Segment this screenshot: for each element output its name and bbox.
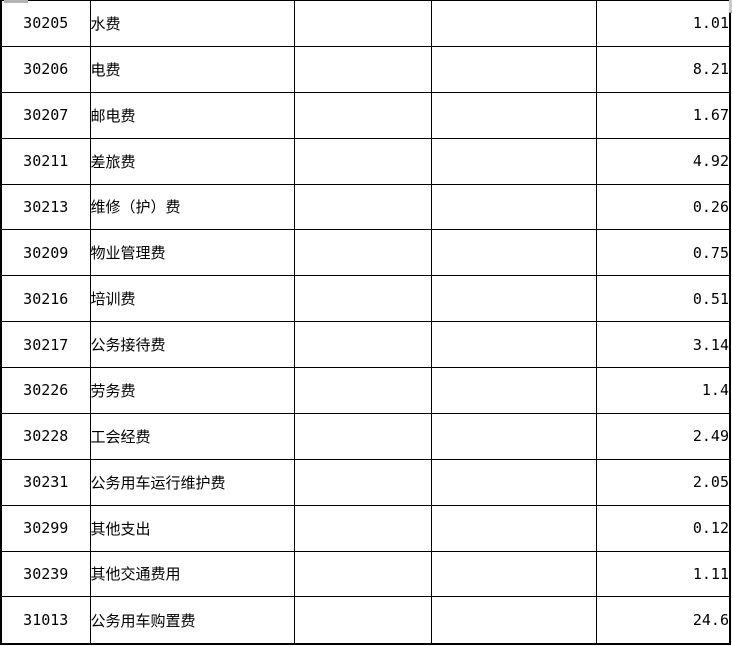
code-cell: 30213 (0, 183, 91, 231)
amount-cell: 1.01 (595, 0, 731, 47)
table-row: 30207 邮电费 1.67 (0, 91, 731, 139)
empty-cell-2 (430, 367, 597, 414)
code-cell: 30216 (0, 275, 91, 323)
code-cell: 30228 (0, 412, 91, 460)
code-cell: 30226 (0, 367, 91, 414)
empty-cell-1 (293, 0, 432, 47)
expense-name-cell: 水费 (89, 0, 295, 47)
empty-cell-2 (430, 0, 597, 47)
code-cell: 30206 (0, 45, 91, 93)
expense-name-cell: 劳务费 (89, 367, 295, 414)
amount-cell: 2.05 (595, 458, 731, 506)
amount-cell: 1.11 (595, 550, 731, 598)
expense-name-cell: 工会经费 (89, 412, 295, 460)
empty-cell-1 (293, 550, 432, 598)
table-row: 30216 培训费 0.51 (0, 275, 731, 323)
table-row: 30205 水费 1.01 (0, 0, 731, 47)
table-row: 30231 公务用车运行维护费 2.05 (0, 458, 731, 506)
amount-cell: 1.4 (595, 367, 731, 414)
empty-cell-1 (293, 229, 432, 277)
empty-cell-2 (430, 596, 597, 645)
amount-cell: 0.75 (595, 229, 731, 277)
empty-cell-1 (293, 596, 432, 645)
expense-name-cell: 公务用车购置费 (89, 596, 295, 645)
expense-name-cell: 差旅费 (89, 137, 295, 185)
code-cell: 30239 (0, 550, 91, 598)
table-row: 30226 劳务费 1.4 (0, 367, 731, 414)
empty-cell-2 (430, 321, 597, 368)
expense-name-cell: 培训费 (89, 275, 295, 323)
expense-name-cell: 电费 (89, 45, 295, 93)
empty-cell-1 (293, 458, 432, 506)
empty-cell-2 (430, 550, 597, 598)
expense-name-cell: 公务用车运行维护费 (89, 458, 295, 506)
empty-cell-1 (293, 137, 432, 185)
expense-name-cell: 维修（护）费 (89, 183, 295, 231)
expense-name-cell: 其他交通费用 (89, 550, 295, 598)
empty-cell-2 (430, 458, 597, 506)
empty-cell-1 (293, 91, 432, 139)
table-row: 30299 其他支出 0.12 (0, 504, 731, 552)
table-row: 30228 工会经费 2.49 (0, 412, 731, 460)
code-cell: 31013 (0, 596, 91, 645)
empty-cell-2 (430, 229, 597, 277)
empty-cell-1 (293, 183, 432, 231)
code-cell: 30207 (0, 91, 91, 139)
scrollbar-fragment (729, 0, 732, 13)
amount-cell: 2.49 (595, 412, 731, 460)
empty-cell-1 (293, 412, 432, 460)
table-row: 30239 其他交通费用 1.11 (0, 550, 731, 598)
edge-fragment-top-left (4, 0, 28, 3)
code-cell: 30217 (0, 321, 91, 368)
table-row: 30206 电费 8.21 (0, 45, 731, 93)
table-row: 30209 物业管理费 0.75 (0, 229, 731, 277)
amount-cell: 0.51 (595, 275, 731, 323)
empty-cell-2 (430, 275, 597, 323)
code-cell: 30205 (0, 0, 91, 47)
amount-cell: 4.92 (595, 137, 731, 185)
empty-cell-1 (293, 275, 432, 323)
table-row: 30211 差旅费 4.92 (0, 137, 731, 185)
empty-cell-1 (293, 367, 432, 414)
empty-cell-2 (430, 183, 597, 231)
code-cell: 30211 (0, 137, 91, 185)
amount-cell: 3.14 (595, 321, 731, 368)
table-row: 30213 维修（护）费 0.26 (0, 183, 731, 231)
code-cell: 30209 (0, 229, 91, 277)
empty-cell-1 (293, 504, 432, 552)
empty-cell-2 (430, 45, 597, 93)
expense-name-cell: 邮电费 (89, 91, 295, 139)
expense-name-cell: 公务接待费 (89, 321, 295, 368)
table-row: 30217 公务接待费 3.14 (0, 321, 731, 368)
amount-cell: 1.67 (595, 91, 731, 139)
empty-cell-2 (430, 504, 597, 552)
amount-cell: 24.6 (595, 596, 731, 645)
code-cell: 30299 (0, 504, 91, 552)
amount-cell: 0.26 (595, 183, 731, 231)
table-row: 31013 公务用车购置费 24.6 (0, 596, 731, 645)
empty-cell-2 (430, 412, 597, 460)
amount-cell: 0.12 (595, 504, 731, 552)
empty-cell-1 (293, 321, 432, 368)
empty-cell-2 (430, 137, 597, 185)
empty-cell-2 (430, 91, 597, 139)
amount-cell: 8.21 (595, 45, 731, 93)
empty-cell-1 (293, 45, 432, 93)
expense-name-cell: 其他支出 (89, 504, 295, 552)
expense-name-cell: 物业管理费 (89, 229, 295, 277)
code-cell: 30231 (0, 458, 91, 506)
